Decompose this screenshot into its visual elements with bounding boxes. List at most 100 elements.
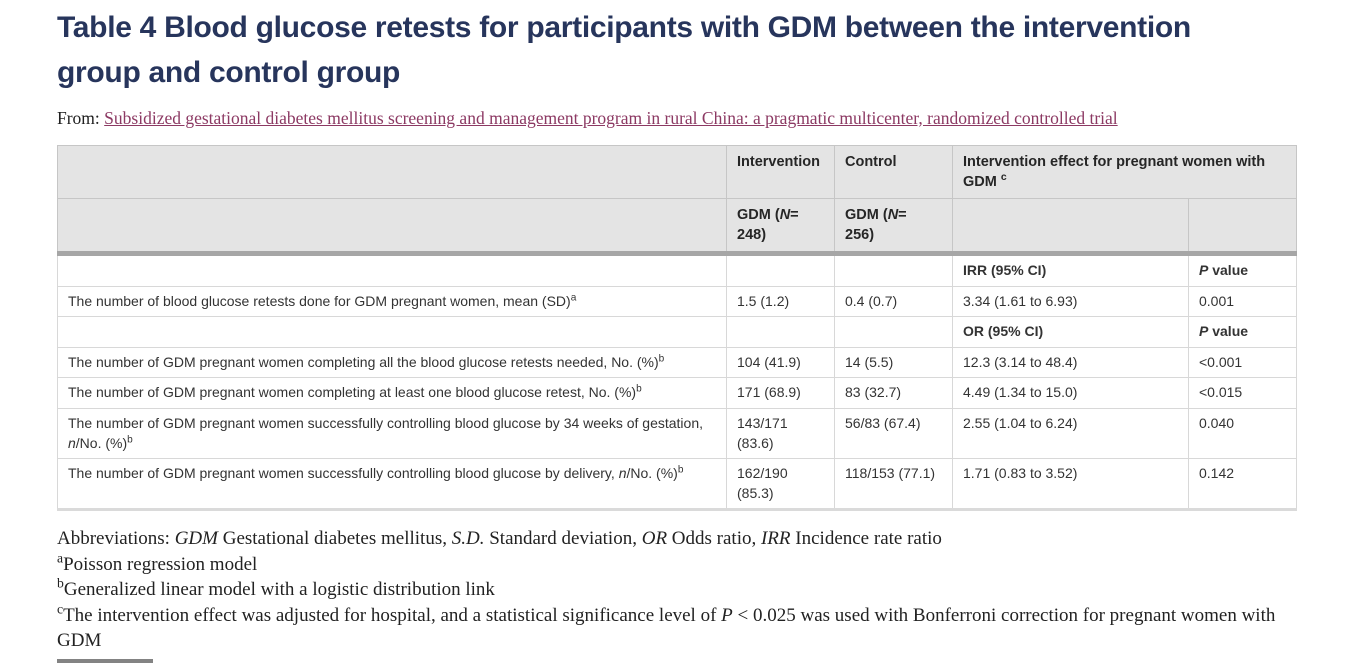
text-segment: 162/190 (85.3) [737,465,788,501]
text-segment: b [636,383,642,395]
text-segment: The number of GDM pregnant women complet… [68,384,637,401]
table-cell: The number of GDM pregnant women complet… [57,346,727,379]
table-cell: <0.015 [1188,377,1297,409]
table-cell: 3.34 (1.61 to 6.93) [952,285,1189,318]
header-cell: GDM (N= 256) [834,198,953,256]
text-segment: /No. (%) [75,434,128,451]
text-segment: 0.4 (0.7) [845,292,898,309]
text-segment: b [677,464,684,476]
header-cell: Control [834,145,953,199]
text-segment: value [1208,323,1249,340]
text-segment: GDM ( [737,207,780,223]
header-cell [1188,198,1297,256]
table-cell: 4.49 (1.34 to 15.0) [952,377,1189,409]
table-cell: 171 (68.9) [726,377,835,409]
table-cell: The number of blood glucose retests done… [57,285,727,318]
text-segment: Odds ratio, [667,528,761,550]
text-segment: value [1208,262,1249,278]
text-segment: 56/83 (67.4) [845,414,921,431]
text-segment: N [779,207,791,223]
text-segment: 0.142 [1199,465,1235,482]
text-segment: 3.34 (1.61 to 6.93) [963,292,1078,309]
footnote: bGeneralized linear model with a logisti… [57,577,1296,603]
text-segment: 2.55 (1.04 to 6.24) [963,414,1078,431]
table-row: The number of GDM pregnant women complet… [57,346,1297,379]
text-segment: = 248) [737,207,799,243]
text-segment: c [1000,172,1007,184]
text-segment: n [618,465,627,482]
text-segment: 104 (41.9) [737,353,801,370]
table-cell: 1.5 (1.2) [726,285,835,318]
table-cell: 83 (32.7) [834,377,953,409]
table-cell: 118/153 (77.1) [834,458,953,511]
text-segment: The intervention effect was adjusted for… [63,604,722,626]
table-row: OR (95% CI) P value [57,316,1297,348]
text-segment: = 256) [845,207,907,243]
text-segment: n [68,434,76,451]
text-segment: Gestational diabetes mellitus, [217,528,452,550]
table-row: IRR (95% CI) P value [57,253,1297,287]
text-segment: P [721,604,733,626]
text-segment: <0.001 [1199,353,1243,370]
table-row: The number of GDM pregnant women success… [57,407,1297,460]
header-cell [57,145,727,199]
text-segment: Control [845,154,897,170]
text-segment: Intervention effect for pregnant women w… [963,154,1266,190]
table-cell: IRR (95% CI) [952,253,1189,287]
header-row: Intervention Control Intervention effect f… [57,145,1297,199]
text-segment: 83 (32.7) [845,384,902,401]
results-table: Intervention Control Intervention effect f… [57,145,1297,512]
table-cell: 0.001 [1188,285,1297,318]
text-segment: The number of GDM pregnant women complet… [68,353,659,370]
text-segment: 1.5 (1.2) [737,292,790,309]
text-segment: 4.49 (1.34 to 15.0) [963,384,1078,401]
text-segment: b [658,353,665,365]
text-segment: OR [641,528,668,550]
text-segment: 0.001 [1199,292,1235,309]
from-label: From: [57,108,105,128]
table-cell [834,253,953,287]
table-cell [726,316,835,348]
text-segment: Incidence rate ratio [790,528,942,550]
footnote: Abbreviations: GDM Gestational diabetes … [57,526,1296,552]
table-cell: 104 (41.9) [726,346,835,379]
text-segment: P [1199,262,1209,278]
footnote: aPoisson regression model [57,550,1296,578]
page-title: Table 4 Blood glucose retests for partic… [57,11,1191,89]
table-cell: P value [1188,316,1297,348]
table-cell: 14 (5.5) [834,346,953,379]
text-segment: a [570,291,577,303]
table-cell: 2.55 (1.04 to 6.24) [952,407,1189,460]
text-segment: S.D. [451,528,485,550]
header-cell: GDM (N= 248) [726,198,835,256]
table-cell [57,316,727,348]
text-segment: b [127,433,133,445]
text-segment: 1.71 (0.83 to 3.52) [963,465,1078,482]
text-segment: Standard deviation, [484,528,642,550]
table-row: The number of GDM pregnant women complet… [57,377,1297,409]
text-segment: 0.040 [1199,414,1235,431]
table-cell: 162/190 (85.3) [726,458,835,511]
text-segment: a [57,550,64,566]
header-cell: Intervention [726,145,835,199]
header-cell [57,198,727,256]
header-cell: Intervention effect for pregnant women w… [952,145,1297,199]
text-segment: 14 (5.5) [845,353,894,370]
article-link[interactable]: Subsidized gestational diabetes mellitus… [104,108,1118,128]
table-cell: The number of GDM pregnant women success… [57,458,727,511]
table-cell: <0.001 [1188,346,1297,379]
table-cell: The number of GDM pregnant women complet… [57,377,727,409]
table-cell: 143/171 (83.6) [726,407,835,460]
table-cell [834,316,953,348]
table-cell: The number of GDM pregnant women success… [57,407,727,460]
text-segment: 118/153 (77.1) [845,465,936,482]
table-cell [726,253,835,287]
text-segment: IRR (95% CI) [963,262,1047,278]
text-segment: <0.015 [1199,384,1243,401]
text-segment: Intervention [737,154,820,170]
table-row: The number of blood glucose retests done… [57,285,1297,318]
footnote: cThe intervention effect was adjusted fo… [57,602,1296,654]
table-cell: 0.040 [1188,407,1297,460]
text-segment: 143/171 (83.6) [737,414,788,451]
